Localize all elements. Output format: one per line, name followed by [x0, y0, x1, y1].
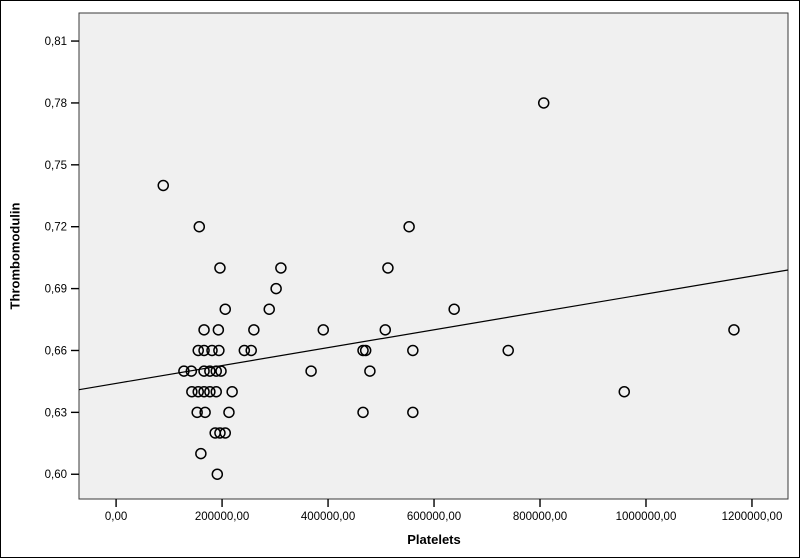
data-point — [238, 344, 251, 357]
x-tick-label: 400000,00 — [301, 511, 355, 523]
data-point — [206, 344, 218, 357]
data-point — [317, 324, 330, 336]
data-point — [191, 406, 203, 419]
data-point — [212, 324, 225, 336]
y-tick-label: 0,60 — [45, 469, 67, 481]
data-point — [305, 365, 317, 377]
y-tick-label: 0,78 — [45, 98, 67, 110]
data-point — [186, 385, 198, 398]
data-point — [178, 365, 190, 377]
data-point — [198, 344, 210, 357]
data-point — [403, 220, 415, 233]
data-point — [379, 324, 392, 336]
data-point — [198, 324, 210, 336]
y-axis: 0,60 0,63 0,66 0,69 0,72 0,75 0,78 0,81 — [45, 36, 79, 481]
plot-area — [78, 12, 789, 500]
data-point — [195, 447, 207, 460]
data-point — [219, 427, 232, 439]
y-tick-label: 0,63 — [45, 407, 67, 419]
data-point — [270, 282, 282, 295]
y-tick-label: 0,72 — [45, 222, 67, 234]
data-point — [198, 385, 210, 398]
data-point — [198, 365, 210, 377]
data-point — [157, 179, 170, 192]
data-point — [263, 303, 275, 315]
data-point — [275, 262, 287, 274]
data-point — [192, 385, 204, 398]
data-point — [204, 365, 216, 377]
x-tick-label: 1000000,00 — [616, 511, 677, 523]
data-point — [226, 385, 238, 398]
x-tick-label: 1200000,00 — [722, 511, 783, 523]
data-point — [359, 344, 372, 357]
data-point — [448, 303, 460, 315]
data-point — [407, 406, 419, 419]
data-point — [248, 324, 260, 336]
y-tick-label: 0,66 — [45, 345, 67, 357]
data-point — [214, 262, 226, 274]
data-point — [382, 262, 394, 274]
data-point — [364, 365, 376, 377]
data-point — [213, 344, 225, 357]
x-axis: 0,00 200000,00 400000,00 600000,00 800000,00… — [105, 499, 782, 523]
data-point — [192, 344, 204, 357]
x-tick-label: 200000,00 — [195, 511, 249, 523]
x-axis-title: Platelets — [407, 532, 461, 547]
data-point — [618, 385, 631, 398]
data-points — [157, 97, 740, 480]
y-tick-label: 0,75 — [45, 160, 67, 172]
data-point — [219, 303, 232, 315]
data-point — [357, 406, 369, 419]
data-point — [245, 344, 257, 357]
y-axis-title: Thrombomodulin — [7, 202, 23, 310]
data-point — [210, 365, 222, 377]
data-point — [193, 220, 206, 233]
data-point — [728, 324, 740, 336]
fit-line — [78, 269, 789, 391]
data-point — [185, 365, 198, 377]
y-tick-label: 0,81 — [45, 36, 67, 48]
x-tick-label: 800000,00 — [513, 511, 567, 523]
data-point — [210, 385, 222, 398]
data-point — [215, 365, 227, 377]
data-point — [214, 427, 226, 439]
data-point — [223, 406, 235, 419]
data-point — [199, 406, 211, 419]
data-point — [211, 468, 224, 480]
y-tick-label: 0,69 — [45, 284, 67, 296]
x-tick-label: 600000,00 — [407, 511, 461, 523]
x-tick-label: 0,00 — [105, 511, 127, 523]
data-point — [537, 97, 550, 109]
data-point — [407, 344, 419, 357]
data-point — [502, 344, 514, 357]
data-point — [204, 385, 216, 398]
